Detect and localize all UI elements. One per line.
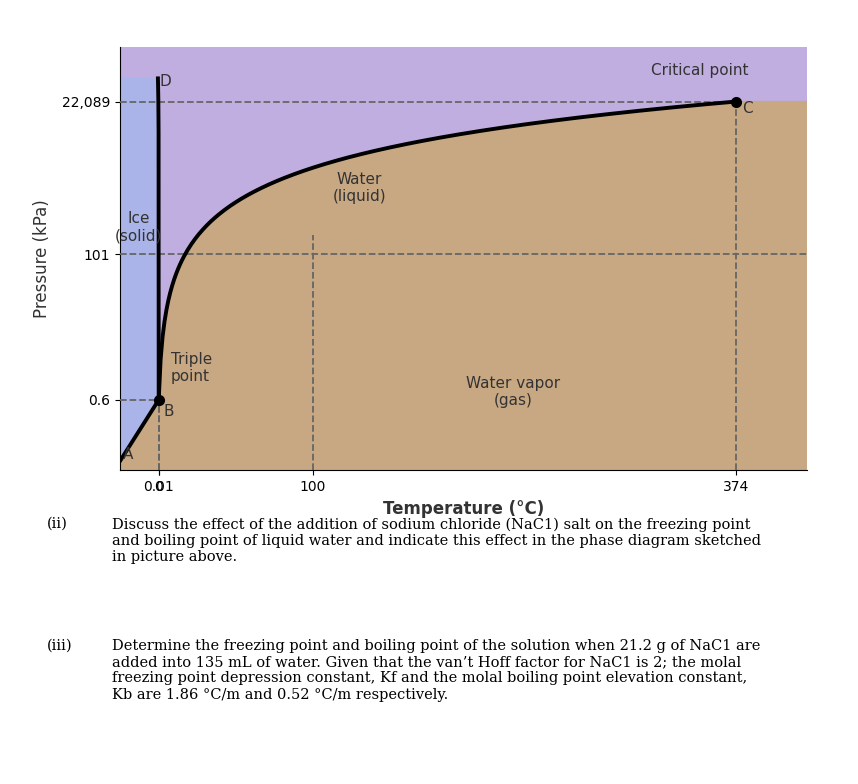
X-axis label: Temperature (°C): Temperature (°C): [383, 499, 544, 517]
Text: Ice
(solid): Ice (solid): [115, 211, 162, 244]
Text: D: D: [160, 74, 172, 89]
Text: C: C: [741, 101, 752, 116]
Text: B: B: [163, 404, 174, 419]
Text: Critical point: Critical point: [650, 63, 748, 78]
Text: Water vapor
(gas): Water vapor (gas): [467, 376, 560, 408]
Polygon shape: [120, 78, 159, 470]
Text: A: A: [124, 447, 134, 462]
Text: (ii): (ii): [47, 517, 68, 531]
Text: Water
(liquid): Water (liquid): [332, 172, 386, 205]
Polygon shape: [120, 102, 807, 470]
Text: Discuss the effect of the addition of sodium chloride (NaC1) salt on the freezin: Discuss the effect of the addition of so…: [112, 517, 760, 564]
Text: Determine the freezing point and boiling point of the solution when 21.2 g of Na: Determine the freezing point and boiling…: [112, 639, 760, 702]
Text: Triple
point: Triple point: [171, 352, 212, 384]
Y-axis label: Pressure (kPa): Pressure (kPa): [33, 199, 51, 318]
Text: (iii): (iii): [47, 639, 73, 653]
